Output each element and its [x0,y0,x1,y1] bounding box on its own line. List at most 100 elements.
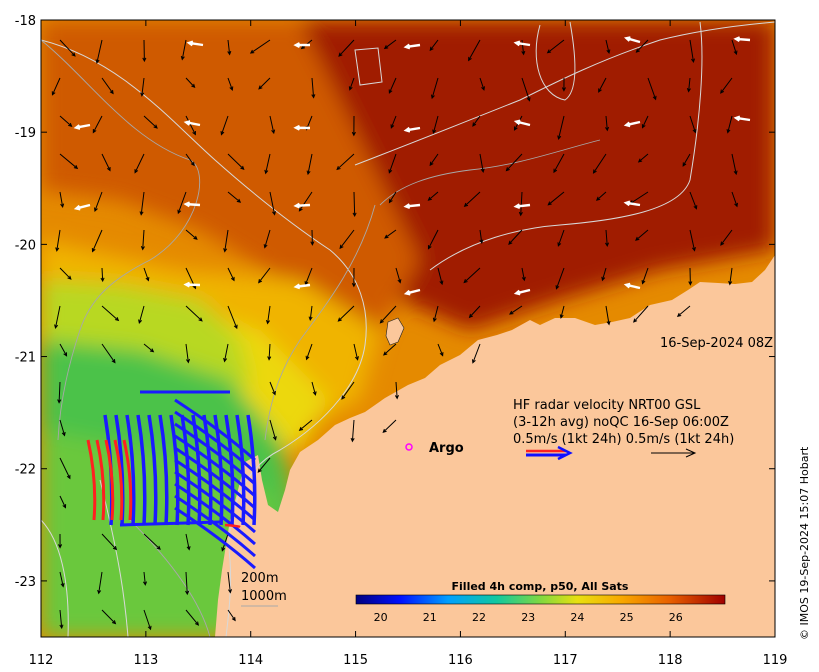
radar-vector [174,398,256,462]
current-arrow [429,153,439,167]
current-arrow [605,305,611,326]
current-arrow [479,153,485,174]
current-arrow [227,609,236,622]
colorbar-tick-label: 20 [374,611,388,624]
current-arrow [472,115,481,127]
current-arrow [59,343,68,357]
current-arrow [403,288,421,296]
current-arrow [57,381,62,404]
australia-land [215,255,775,637]
current-arrow [305,343,313,361]
current-arrow [557,115,565,140]
current-arrow [339,229,355,250]
current-arrow [559,305,565,319]
current-arrow [623,36,641,44]
current-arrow [263,229,271,249]
hf-radar-velocity-arrows [86,390,257,570]
current-arrow [269,381,276,396]
current-arrow [293,124,311,131]
current-arrow [505,153,523,172]
current-arrow [298,191,313,212]
current-arrow [59,571,65,588]
argo-marker [405,443,413,451]
current-arrow [432,115,439,135]
colorbar-tick-label: 26 [669,611,683,624]
current-arrow [388,153,397,174]
current-arrow [388,191,397,204]
x-tick-label: 115 [343,653,368,668]
current-arrow [521,39,526,56]
current-arrow [185,343,191,364]
current-arrow [223,343,229,363]
radar-vector [122,439,133,521]
current-arrow [73,123,91,130]
current-arrow [180,39,187,61]
current-arrow [101,77,114,95]
current-arrow [54,305,61,329]
legend-arrow-radar [526,445,573,461]
current-arrow [338,39,355,57]
current-arrow [101,343,116,364]
current-arrow [518,191,523,217]
current-arrow [388,77,397,94]
radar-vector [136,414,147,526]
current-arrow [258,267,271,284]
radar-vector [174,470,256,534]
barrow-island [385,317,405,346]
radar-vector [119,520,221,527]
current-arrow [641,267,649,285]
current-arrow [97,571,103,595]
radar-vector [95,439,106,521]
current-arrow [394,381,399,400]
colorbar-title: Filled 4h comp, p50, All Sats [452,580,629,593]
current-arrow [633,305,649,323]
current-arrow [427,229,439,250]
current-arrow [142,571,148,586]
current-arrow [185,533,191,551]
colorbar-tick-label: 23 [521,611,535,624]
current-arrow [100,267,105,283]
current-arrow [298,419,313,431]
current-arrow [227,305,238,330]
current-arrow [350,419,355,443]
current-arrow [348,77,355,91]
current-arrow [353,343,359,361]
radar-vector [125,414,136,526]
timestamp-label: 16-Sep-2024 08Z [660,336,773,351]
current-arrow [605,115,610,132]
current-arrow [509,305,523,315]
current-arrow [384,229,397,239]
current-arrow [143,533,161,550]
current-arrow [682,153,691,167]
current-arrow [731,191,738,208]
current-arrow [429,39,439,52]
current-arrow [390,115,397,129]
radar-vector [104,439,115,521]
current-arrow [59,609,64,630]
credit-text: © IMOS 19-Sep-2024 15:07 Hobart [798,446,811,640]
current-arrow [688,267,693,286]
radar-vector [174,434,256,498]
current-arrow [183,281,201,288]
current-arrow [101,533,118,551]
current-arrow [293,42,311,48]
current-arrow [223,229,229,253]
current-arrow [733,115,751,122]
current-arrow [689,191,698,210]
current-arrow [437,267,444,286]
current-arrow [140,77,145,97]
current-arrow [59,419,66,437]
radar-vector [235,414,246,526]
current-arrow [101,305,120,322]
current-arrow [605,39,611,55]
bathymetry-1000m [41,21,775,637]
radar-vector [174,458,256,522]
current-arrow [479,77,485,91]
current-arrow [689,39,696,64]
current-arrow [185,571,190,596]
current-arrow [601,267,607,282]
current-arrow [143,115,158,129]
current-arrow [142,39,147,63]
current-arrow [647,77,657,101]
current-arrow [676,305,691,317]
